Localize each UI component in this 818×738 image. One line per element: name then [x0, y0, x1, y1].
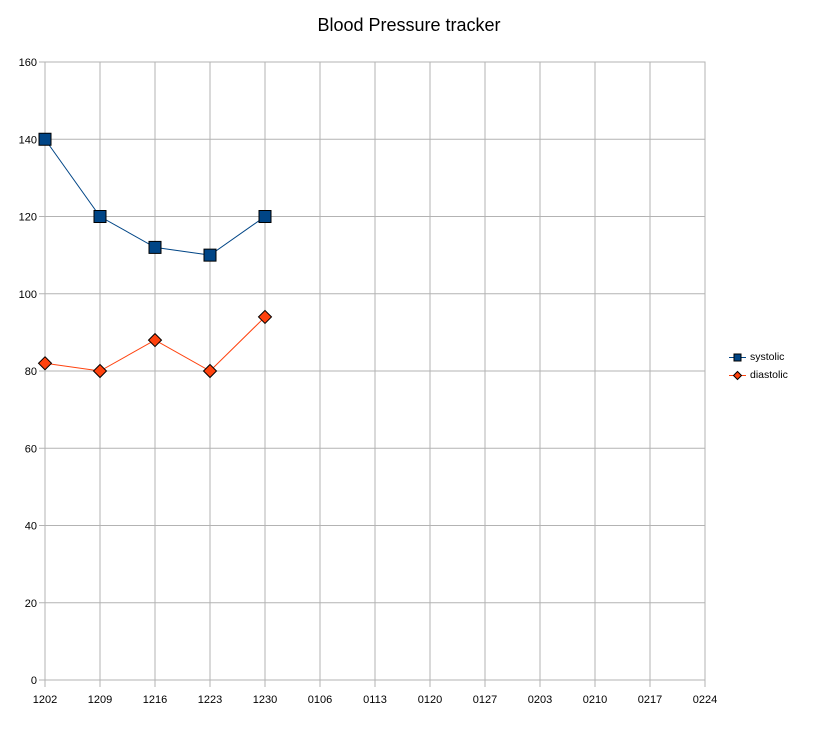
x-axis-tick-label: 0120: [418, 694, 442, 706]
y-axis-tick-label: 140: [19, 134, 37, 146]
x-axis-tick-label: 1223: [198, 694, 222, 706]
diamond-marker-icon: [729, 370, 746, 380]
x-axis-tick-label: 0210: [583, 694, 607, 706]
x-axis-tick-label: 1209: [88, 694, 112, 706]
y-axis-tick-label: 80: [25, 366, 37, 378]
systolic-data-point-marker[interactable]: [148, 240, 162, 254]
diastolic-data-point-marker[interactable]: [257, 309, 273, 325]
x-axis-tick-label: 0106: [308, 694, 332, 706]
chart-title: Blood Pressure tracker: [317, 15, 501, 35]
legend-label-diastolic: diastolic: [750, 369, 788, 381]
systolic-data-point-marker[interactable]: [203, 248, 217, 262]
legend-item-systolic[interactable]: systolic: [729, 348, 788, 366]
systolic-data-point-marker[interactable]: [258, 210, 272, 223]
x-axis-tick-label: 1216: [143, 694, 167, 706]
plot-frame: [44, 61, 706, 681]
x-axis-tick-label: 1202: [33, 694, 57, 706]
y-axis-tick-label: 120: [19, 212, 37, 224]
x-axis-tick-label: 0113: [363, 694, 387, 706]
x-axis-tick-label: 0217: [638, 694, 662, 706]
systolic-data-point-marker[interactable]: [93, 210, 107, 223]
x-axis-tick-label: 0203: [528, 694, 552, 706]
x-axis-tick-label: 0127: [473, 694, 497, 706]
y-axis-tick-label: 20: [25, 598, 37, 610]
y-axis-tick-label: 100: [19, 289, 37, 301]
legend-item-diastolic[interactable]: diastolic: [729, 366, 788, 384]
diastolic-data-point-marker[interactable]: [92, 363, 108, 379]
square-marker-icon: [729, 353, 746, 361]
legend: systolic diastolic: [729, 348, 788, 384]
diastolic-data-point-marker[interactable]: [147, 332, 163, 348]
y-axis-tick-label: 40: [25, 521, 37, 533]
x-axis-tick-label: 0224: [693, 694, 717, 706]
legend-label-systolic: systolic: [750, 351, 785, 363]
y-axis-tick-label: 60: [25, 443, 37, 455]
diastolic-data-point-marker[interactable]: [202, 363, 218, 379]
y-axis-tick-label: 0: [31, 675, 37, 687]
systolic-data-point-marker[interactable]: [38, 132, 52, 146]
y-axis-tick-label: 160: [19, 57, 37, 69]
x-axis-tick-label: 1230: [253, 694, 277, 706]
diastolic-data-point-marker[interactable]: [37, 356, 53, 371]
